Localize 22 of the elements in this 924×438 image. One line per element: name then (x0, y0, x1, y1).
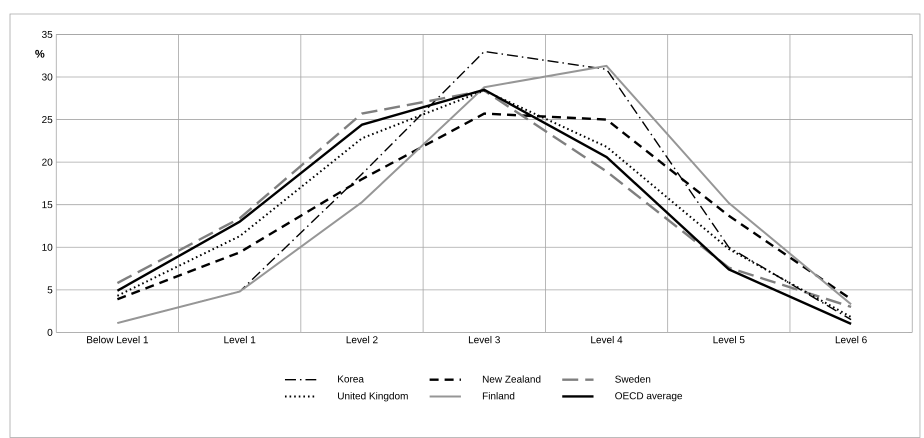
legend-label: OECD average (615, 392, 682, 402)
legend-label: Korea (338, 376, 364, 383)
y-tick-label: 35 (42, 30, 52, 38)
x-tick-label: Level 5 (714, 336, 745, 344)
x-tick-label: Level 6 (836, 336, 867, 344)
x-tick-label: Level 1 (224, 336, 256, 344)
legend-label: Finland (482, 392, 514, 400)
x-tick-label: Level 4 (591, 336, 622, 344)
y-tick-label: 5 (48, 286, 52, 294)
x-tick-label: Level 2 (346, 336, 378, 344)
y-tick-label: 0 (48, 328, 52, 336)
legend-label: Sweden (615, 375, 650, 383)
y-tick-label: 25 (42, 116, 52, 124)
x-tick-label: Below Level 1 (87, 336, 148, 344)
y-tick-label: 15 (42, 201, 52, 208)
y-tick-label: 10 (42, 244, 52, 251)
y-tick-label: 20 (42, 158, 52, 166)
y-axis-title: % (35, 50, 44, 58)
y-tick-label: 30 (42, 73, 52, 81)
x-tick-label: Level 3 (468, 336, 500, 344)
legend-label: United Kingdom (338, 392, 408, 402)
legend-label: New Zealand (482, 375, 540, 383)
